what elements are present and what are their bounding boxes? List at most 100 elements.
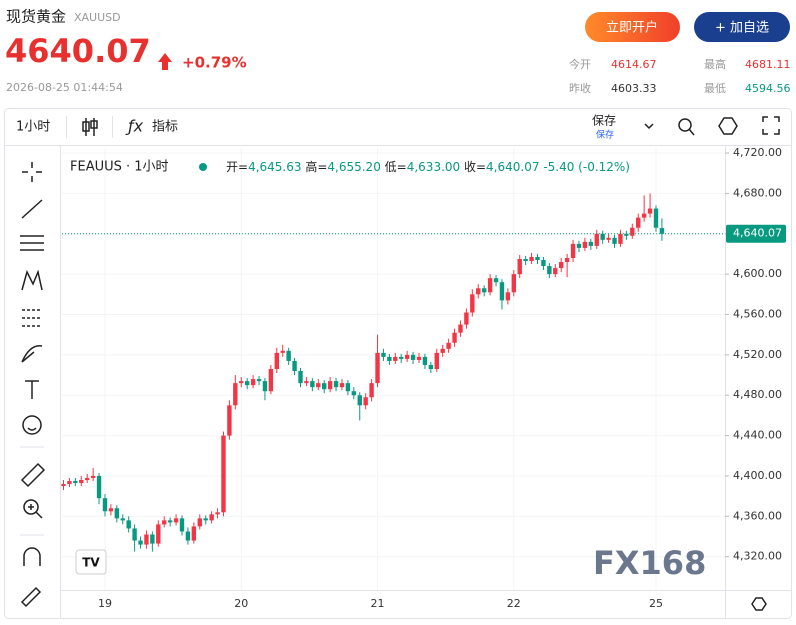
stat-label: 昨收 [569,81,591,95]
magnet-tool[interactable] [23,547,41,566]
candle-body [162,520,167,525]
chart-frame [4,108,792,619]
open-account-label: 立即开户 [606,20,658,36]
chart-type-icon[interactable] [82,118,98,136]
candle-body [167,520,173,523]
indicators[interactable]: 指标 [152,120,178,135]
ruler-tool[interactable] [20,462,46,488]
candle-body [250,379,256,386]
candle-body [381,352,386,357]
candle-body [79,480,84,484]
candle-body [393,356,398,361]
interval[interactable]: 1小时 [16,120,50,135]
save[interactable]: 保存 [592,114,616,128]
candle-body [493,278,499,283]
open-account-button[interactable] [585,12,680,42]
y-tick-label: 4,320.00 [733,550,782,563]
candle-body [529,256,534,262]
axis-settings[interactable] [751,597,767,611]
candle-body [357,395,362,406]
candle-body [132,528,137,541]
watermark: FX168 [593,544,706,582]
tv-logo-text: TV [82,556,100,570]
candle-body [138,540,143,545]
legend-label: 高= [305,159,327,174]
candle-body [244,381,250,386]
candle-body [179,518,185,532]
y-tick-label: 4,360.00 [733,509,782,522]
y-tick-label: 4,520.00 [733,348,782,361]
candle-body [375,352,380,384]
tv-logo [75,549,107,575]
symbol: XAUUSD [74,11,121,24]
candle-body [517,259,522,275]
candle-body [191,526,197,541]
settings-icon[interactable] [718,117,738,135]
candle-body [588,241,594,246]
save-menu[interactable] [644,123,654,130]
candle-body [404,354,410,359]
candle-body [120,518,125,521]
candle-body [464,312,469,325]
y-tick-label: 4,720.00 [733,146,782,159]
candle-body [327,381,333,390]
candle-body [387,356,392,361]
candle-body [363,397,368,406]
brush-tool[interactable] [21,345,43,363]
candle-body [653,208,659,228]
legend-value: 4,640.07 [486,160,543,174]
alert-icon[interactable] [678,118,695,136]
candle-body [612,237,617,244]
candle-body [333,381,339,388]
candle-body [630,227,635,236]
candle-body [108,508,114,512]
candle-body [636,217,641,228]
candle-body [292,360,297,372]
y-tick-label: 4,400.00 [733,469,782,482]
candle-body [233,383,238,406]
fullscreen-icon[interactable] [762,116,780,135]
candle-body [369,383,374,398]
x-tick-label: 20 [234,597,248,610]
zoom-tool[interactable] [23,499,43,519]
save-sub: 保存 [596,129,614,141]
candle-body [197,518,202,527]
candle-body [274,352,279,369]
crosshair-tool[interactable] [22,162,42,182]
candle-body [576,243,582,248]
emoji-tool[interactable] [22,415,42,435]
forecast-tool[interactable] [22,309,42,327]
candle-body [523,259,528,262]
candle-body [227,405,232,436]
x-tick-label: 25 [649,597,663,610]
text-tool[interactable] [25,380,39,399]
pattern-tool[interactable] [21,269,43,291]
candle-body [594,233,599,246]
candle-body [428,364,434,369]
legend-label: 低= [385,160,407,174]
candle-body [399,356,404,359]
candle-body [268,369,274,392]
lock-tool[interactable] [20,586,42,608]
candle-body [150,534,155,544]
legend-value: 4,655.20 [327,160,384,174]
line-tool[interactable] [21,199,43,219]
legend-value: 4,633.00 [407,160,464,174]
fib-tool[interactable] [20,235,44,251]
watchlist-button[interactable] [694,12,790,42]
candle-body [114,508,120,519]
candle-body [624,233,629,236]
stat-value: 4614.67 [611,58,657,71]
x-tick-label: 21 [371,597,385,610]
stat-value: 4681.11 [745,58,791,71]
candle-body [262,381,268,392]
candle-body [304,381,309,384]
candle-body [185,531,191,541]
candle-body [67,481,72,485]
candle-body [541,260,546,267]
candle-body [647,208,653,214]
candle-body [73,481,78,484]
legend-label: 收= [464,160,486,174]
fx-icon[interactable]: ƒx [125,117,144,136]
